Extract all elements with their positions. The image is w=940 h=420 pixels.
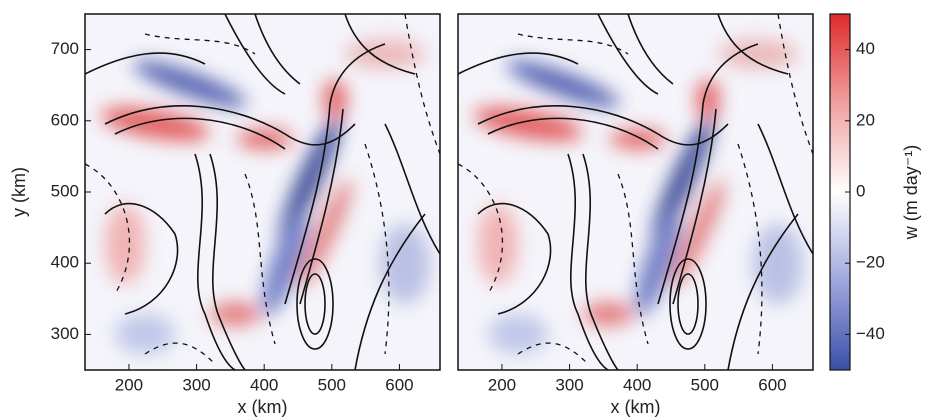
x-tick-label: 300 <box>555 375 583 394</box>
field-image <box>85 14 440 370</box>
x-axis-label: x (km) <box>238 397 288 417</box>
y-tick-label: 400 <box>51 253 79 272</box>
x-tick-label: 500 <box>691 375 719 394</box>
heatmap-field <box>85 14 440 370</box>
colorbar-tick-label: 0 <box>856 181 865 200</box>
x-tick-label: 400 <box>250 375 278 394</box>
x-tick-label: 400 <box>623 375 651 394</box>
colorbar-tick-label: −40 <box>856 324 885 343</box>
x-tick-label: 600 <box>758 375 786 394</box>
y-tick-label: 600 <box>51 110 79 129</box>
colorbar-tick-label: 40 <box>856 39 875 58</box>
y-tick-label: 700 <box>51 39 79 58</box>
y-tick-label: 500 <box>51 181 79 200</box>
y-axis-label: y (km) <box>9 167 29 217</box>
x-tick-label: 600 <box>385 375 413 394</box>
field-image <box>458 14 813 370</box>
colorbar-tick-label: 20 <box>856 110 875 129</box>
plot-frame <box>457 13 814 371</box>
x-tick-label: 200 <box>488 375 516 394</box>
x-tick-label: 200 <box>115 375 143 394</box>
x-tick-label: 300 <box>182 375 210 394</box>
x-tick-label: 500 <box>318 375 346 394</box>
colorbar-tick-label: −20 <box>856 253 885 272</box>
x-axis-label: x (km) <box>611 397 661 417</box>
y-tick-label: 300 <box>51 324 79 343</box>
heatmap-field <box>458 14 813 370</box>
colorbar-label: w (m day⁻¹) <box>901 145 921 241</box>
